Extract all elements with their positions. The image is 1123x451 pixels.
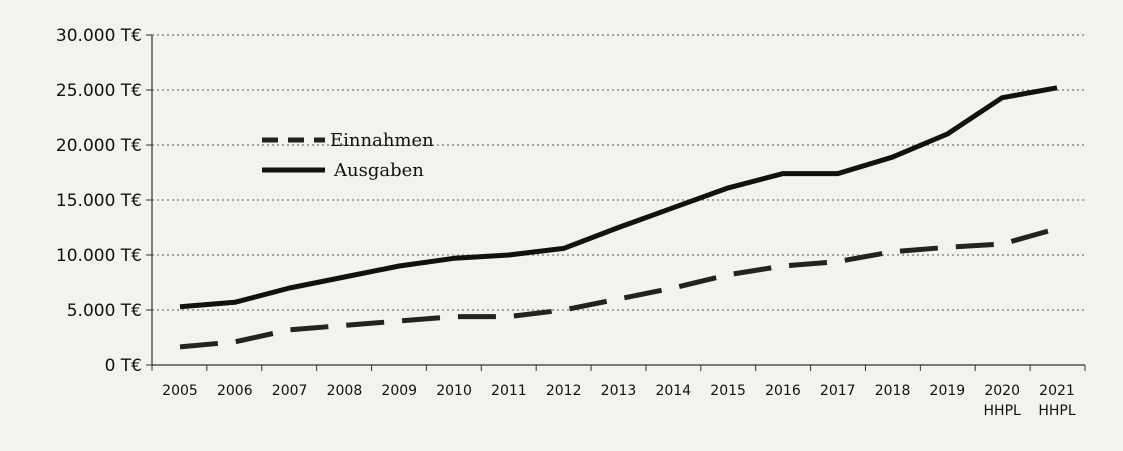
y-tick-label: 0 T€ [105,356,142,376]
legend-label-ausgaben: Ausgaben [333,160,424,181]
x-tick-label: 2013 [601,383,637,399]
x-tick-label: 2021 [1039,383,1075,399]
y-tick-label: 5.000 T€ [67,301,142,321]
series-line-ausgaben [179,85,1058,310]
x-tick-label: 2019 [930,383,966,399]
x-tick-label: 2005 [162,383,198,399]
y-tick-label: 20.000 T€ [56,136,142,156]
x-tick-label: 2012 [546,383,582,399]
x-tick-label: 2010 [436,383,472,399]
x-tick-label: 2007 [272,383,308,399]
x-tick-label: 2017 [820,383,856,399]
y-tick-label: 30.000 T€ [56,26,142,46]
series-line-einnahmen [179,226,1058,350]
legend-label-einnahmen: Einnahmen [330,130,434,151]
y-tick-label: 15.000 T€ [56,191,142,211]
legend: Einnahmen Ausgaben [262,130,434,181]
x-tick-label: 2009 [381,383,417,399]
x-tick-label: 2008 [327,383,363,399]
x-tick-label: 2018 [875,383,911,399]
x-tick-sublabel: HHPL [984,403,1021,419]
x-tick-label: 2014 [655,383,691,399]
x-tick-label: 2020 [984,383,1020,399]
x-tick-label: 2011 [491,383,527,399]
x-tick-sublabel: HHPL [1038,403,1075,419]
y-tick-label: 25.000 T€ [56,81,142,101]
x-tick-label: 2016 [765,383,801,399]
x-tick-label: 2006 [217,383,253,399]
y-tick-label: 10.000 T€ [56,246,142,266]
x-tick-label: 2015 [710,383,746,399]
